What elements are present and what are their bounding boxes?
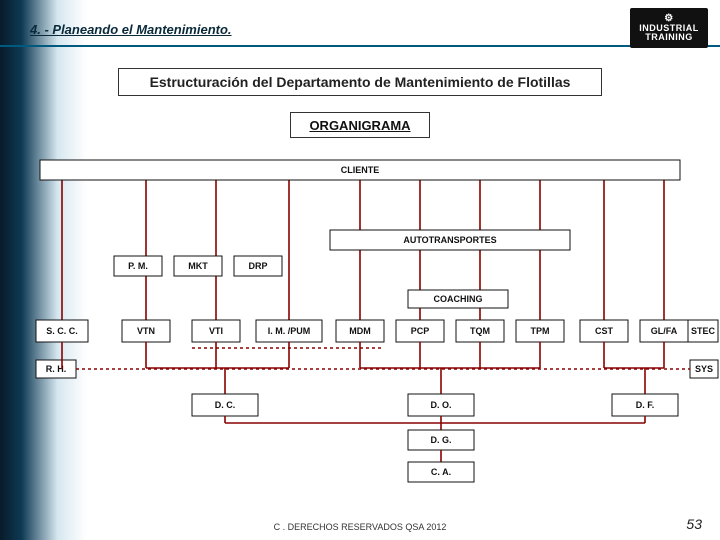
level-node-4-label: MDM xyxy=(349,326,371,336)
pm-row-1-label: MKT xyxy=(188,261,208,271)
org-chart: CLIENTE AUTOTRANSPORTES P. M. MKT DRP COACHIN… xyxy=(0,0,720,540)
cliente-box-label: CLIENTE xyxy=(341,165,380,175)
level-node-5-label: PCP xyxy=(411,326,430,336)
level-node-6-label: TQM xyxy=(470,326,490,336)
level-node-1-label: VTN xyxy=(137,326,155,336)
d-row-1-label: D. O. xyxy=(430,400,451,410)
level-node-7-label: TPM xyxy=(531,326,550,336)
level-node-8-label: CST xyxy=(595,326,614,336)
pm-row-0-label: P. M. xyxy=(128,261,148,271)
pm-row-2-label: DRP xyxy=(248,261,267,271)
ca-box-label: C. A. xyxy=(431,467,451,477)
level-node-2-label: VTI xyxy=(209,326,223,336)
d-row-0-label: D. C. xyxy=(215,400,236,410)
page-number: 53 xyxy=(686,516,702,532)
dg-box-label: D. G. xyxy=(430,435,451,445)
level-node-9-label: GL/FA xyxy=(651,326,678,336)
sys-box-label: SYS xyxy=(695,364,713,374)
level-node-3-label: I. M. /PUM xyxy=(268,326,311,336)
coaching-box-label: COACHING xyxy=(434,294,483,304)
autotransportes-box-label: AUTOTRANSPORTES xyxy=(403,235,496,245)
rh-box-label: R. H. xyxy=(46,364,67,374)
footer-text: C . DERECHOS RESERVADOS QSA 2012 xyxy=(0,522,720,532)
d-row-2-label: D. F. xyxy=(636,400,655,410)
level-node-0-label: S. C. C. xyxy=(46,326,78,336)
stec-box-label: STEC xyxy=(691,326,716,336)
